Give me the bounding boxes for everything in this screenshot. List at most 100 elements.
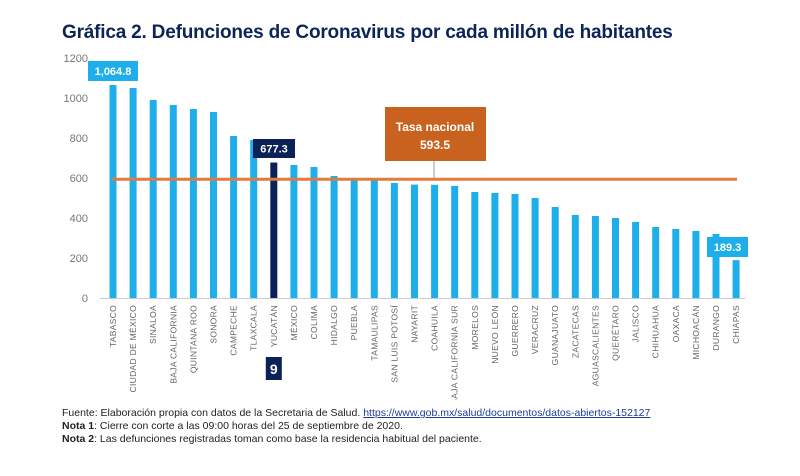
rank-badge-text: 9 (270, 361, 278, 377)
bars-group (109, 85, 740, 298)
bar-yucatán (270, 162, 278, 298)
x-tick-label: OAXACA (671, 305, 681, 342)
x-tick-label: PUEBLA (349, 305, 359, 340)
footnotes: Fuente: Elaboración propia con datos de … (62, 407, 650, 446)
note-2-text: : Las defunciones registradas toman como… (94, 433, 482, 445)
x-tick-label: GUANAJUATO (550, 305, 560, 365)
bar-querétaro (612, 218, 619, 298)
bar-chihuahua (652, 227, 660, 298)
x-tick-label: AGUASCALIENTES (590, 305, 600, 386)
x-tick-label: CHIAPAS (731, 305, 741, 344)
bar-hidalgo (330, 176, 338, 298)
bar-chart: 0 200 400 600 800 1000 1200 TABASCO CIUDAD DE M… (64, 53, 748, 400)
y-tick-label: 1200 (64, 53, 88, 65)
source-link[interactable]: https://www.gob.mx/salud/documentos/dato… (363, 407, 651, 419)
x-tick-label: COAHUILA (430, 305, 440, 351)
x-tick-label: JALISCO (631, 305, 641, 343)
bar-coahuila (431, 184, 439, 298)
y-tick-label: 0 (82, 293, 88, 305)
bar-sonora (210, 112, 217, 298)
x-axis-labels: TABASCO CIUDAD DE MÉXICO SINALOA BAJA CALIF… (108, 305, 741, 400)
data-label: 677.3 (260, 144, 288, 156)
bar-puebla (350, 179, 358, 298)
source-prefix: Fuente: (62, 407, 98, 419)
bar-guanajuato (551, 207, 559, 298)
bar-nayarit (411, 184, 418, 298)
y-tick-label: 600 (70, 173, 88, 185)
x-tick-label: NAYARIT (410, 305, 420, 343)
x-tick-label: MORELOS (470, 305, 480, 350)
bar-tlaxcala (250, 140, 258, 298)
bar-sinaloa (149, 100, 157, 298)
x-tick-label: BAJA CALIFORNIA SUR (450, 305, 460, 400)
bar-méxico (290, 165, 298, 298)
y-tick-label: 800 (70, 133, 88, 145)
y-tick-label: 400 (70, 213, 88, 225)
bar-quintana-roo (189, 109, 197, 298)
x-tick-label: CIUDAD DE MÉXICO (128, 305, 138, 393)
bar-aguascalientes (591, 216, 599, 298)
x-tick-label: NUEVO LEÓN (490, 305, 500, 364)
bar-jalisco (632, 222, 640, 298)
x-tick-label: TABASCO (108, 305, 118, 347)
national-rate-box (385, 107, 486, 161)
x-tick-label: DURANGO (711, 305, 721, 351)
data-label-box (253, 139, 295, 158)
bar-tamaulipas (370, 180, 378, 298)
x-tick-label: SONORA (209, 305, 219, 344)
y-tick-label: 200 (70, 253, 88, 265)
note-1: Nota 1: Cierre con corte a las 09:00 hor… (62, 420, 650, 433)
national-rate-label: Tasa nacional (396, 120, 474, 134)
bar-chiapas (732, 260, 740, 298)
x-tick-label: GUERRERO (510, 305, 520, 357)
bar-colima (310, 167, 318, 298)
x-tick-label: TLAXCALA (249, 305, 259, 351)
x-tick-label: COLIMA (309, 305, 319, 339)
y-axis: 0 200 400 600 800 1000 1200 (64, 53, 88, 305)
national-rate-value: 593.5 (420, 138, 450, 152)
bar-baja-california (169, 105, 177, 298)
bar-campeche (230, 136, 238, 298)
bar-guerrero (511, 194, 519, 298)
note-1-label: Nota 1 (62, 420, 95, 432)
note-2: Nota 2: Las defunciones registradas toma… (62, 433, 650, 446)
x-tick-label: CAMPECHE (229, 305, 239, 356)
x-tick-label: CHIHUAHUA (651, 305, 661, 358)
x-tick-label: VERACRUZ (530, 305, 540, 354)
data-label-box (707, 237, 748, 257)
x-tick-label: MÉXICO (289, 305, 299, 340)
note-2-label: Nota 2 (62, 433, 95, 445)
data-label: 189.3 (714, 242, 742, 254)
note-1-text: : Cierre con corte a las 09:00 horas del… (94, 420, 403, 432)
x-tick-label: SINALOA (148, 305, 158, 344)
rank-badge (265, 357, 282, 380)
x-tick-label: BAJA CALIFORNIA (168, 305, 178, 384)
bar-nuevo-león (491, 193, 499, 298)
bar-durango (712, 234, 720, 298)
bar-zacatecas (571, 215, 579, 298)
source-note: Fuente: Elaboración propia con datos de … (62, 407, 650, 420)
bar-morelos (471, 192, 479, 298)
data-callouts: 1,064.8 677.3 189.3 9 (88, 61, 748, 380)
bar-oaxaca (672, 229, 680, 298)
national-rate-group: Tasa nacional 593.5 (112, 107, 737, 181)
chart-title: Gráfica 2. Defunciones de Coronavirus po… (62, 22, 673, 43)
bar-tabasco (109, 85, 117, 298)
bar-san-luis-potosí (390, 183, 398, 298)
x-tick-label: QUINTANA ROO (188, 305, 198, 373)
data-label-box (88, 61, 138, 81)
bar-ciudad-de-méxico (129, 88, 137, 298)
x-tick-label: QUERÉTARO (611, 305, 621, 361)
bar-michoacán (692, 231, 700, 298)
x-tick-label: YUCATÁN (269, 305, 279, 347)
y-tick-label: 1000 (64, 93, 88, 105)
data-label: 1,064.8 (95, 66, 132, 78)
x-tick-label: MICHOACÁN (691, 305, 701, 360)
x-tick-label: SAN LUIS POTOSÍ (389, 305, 399, 383)
x-tick-label: TAMAULIPAS (369, 305, 379, 361)
x-tick-label: HIDALGO (329, 305, 339, 345)
x-tick-label: ZACATECAS (570, 305, 580, 358)
bar-veracruz (531, 198, 539, 298)
bar-baja-california-sur (451, 186, 459, 298)
source-text: Elaboración propia con datos de la Secre… (97, 407, 364, 419)
